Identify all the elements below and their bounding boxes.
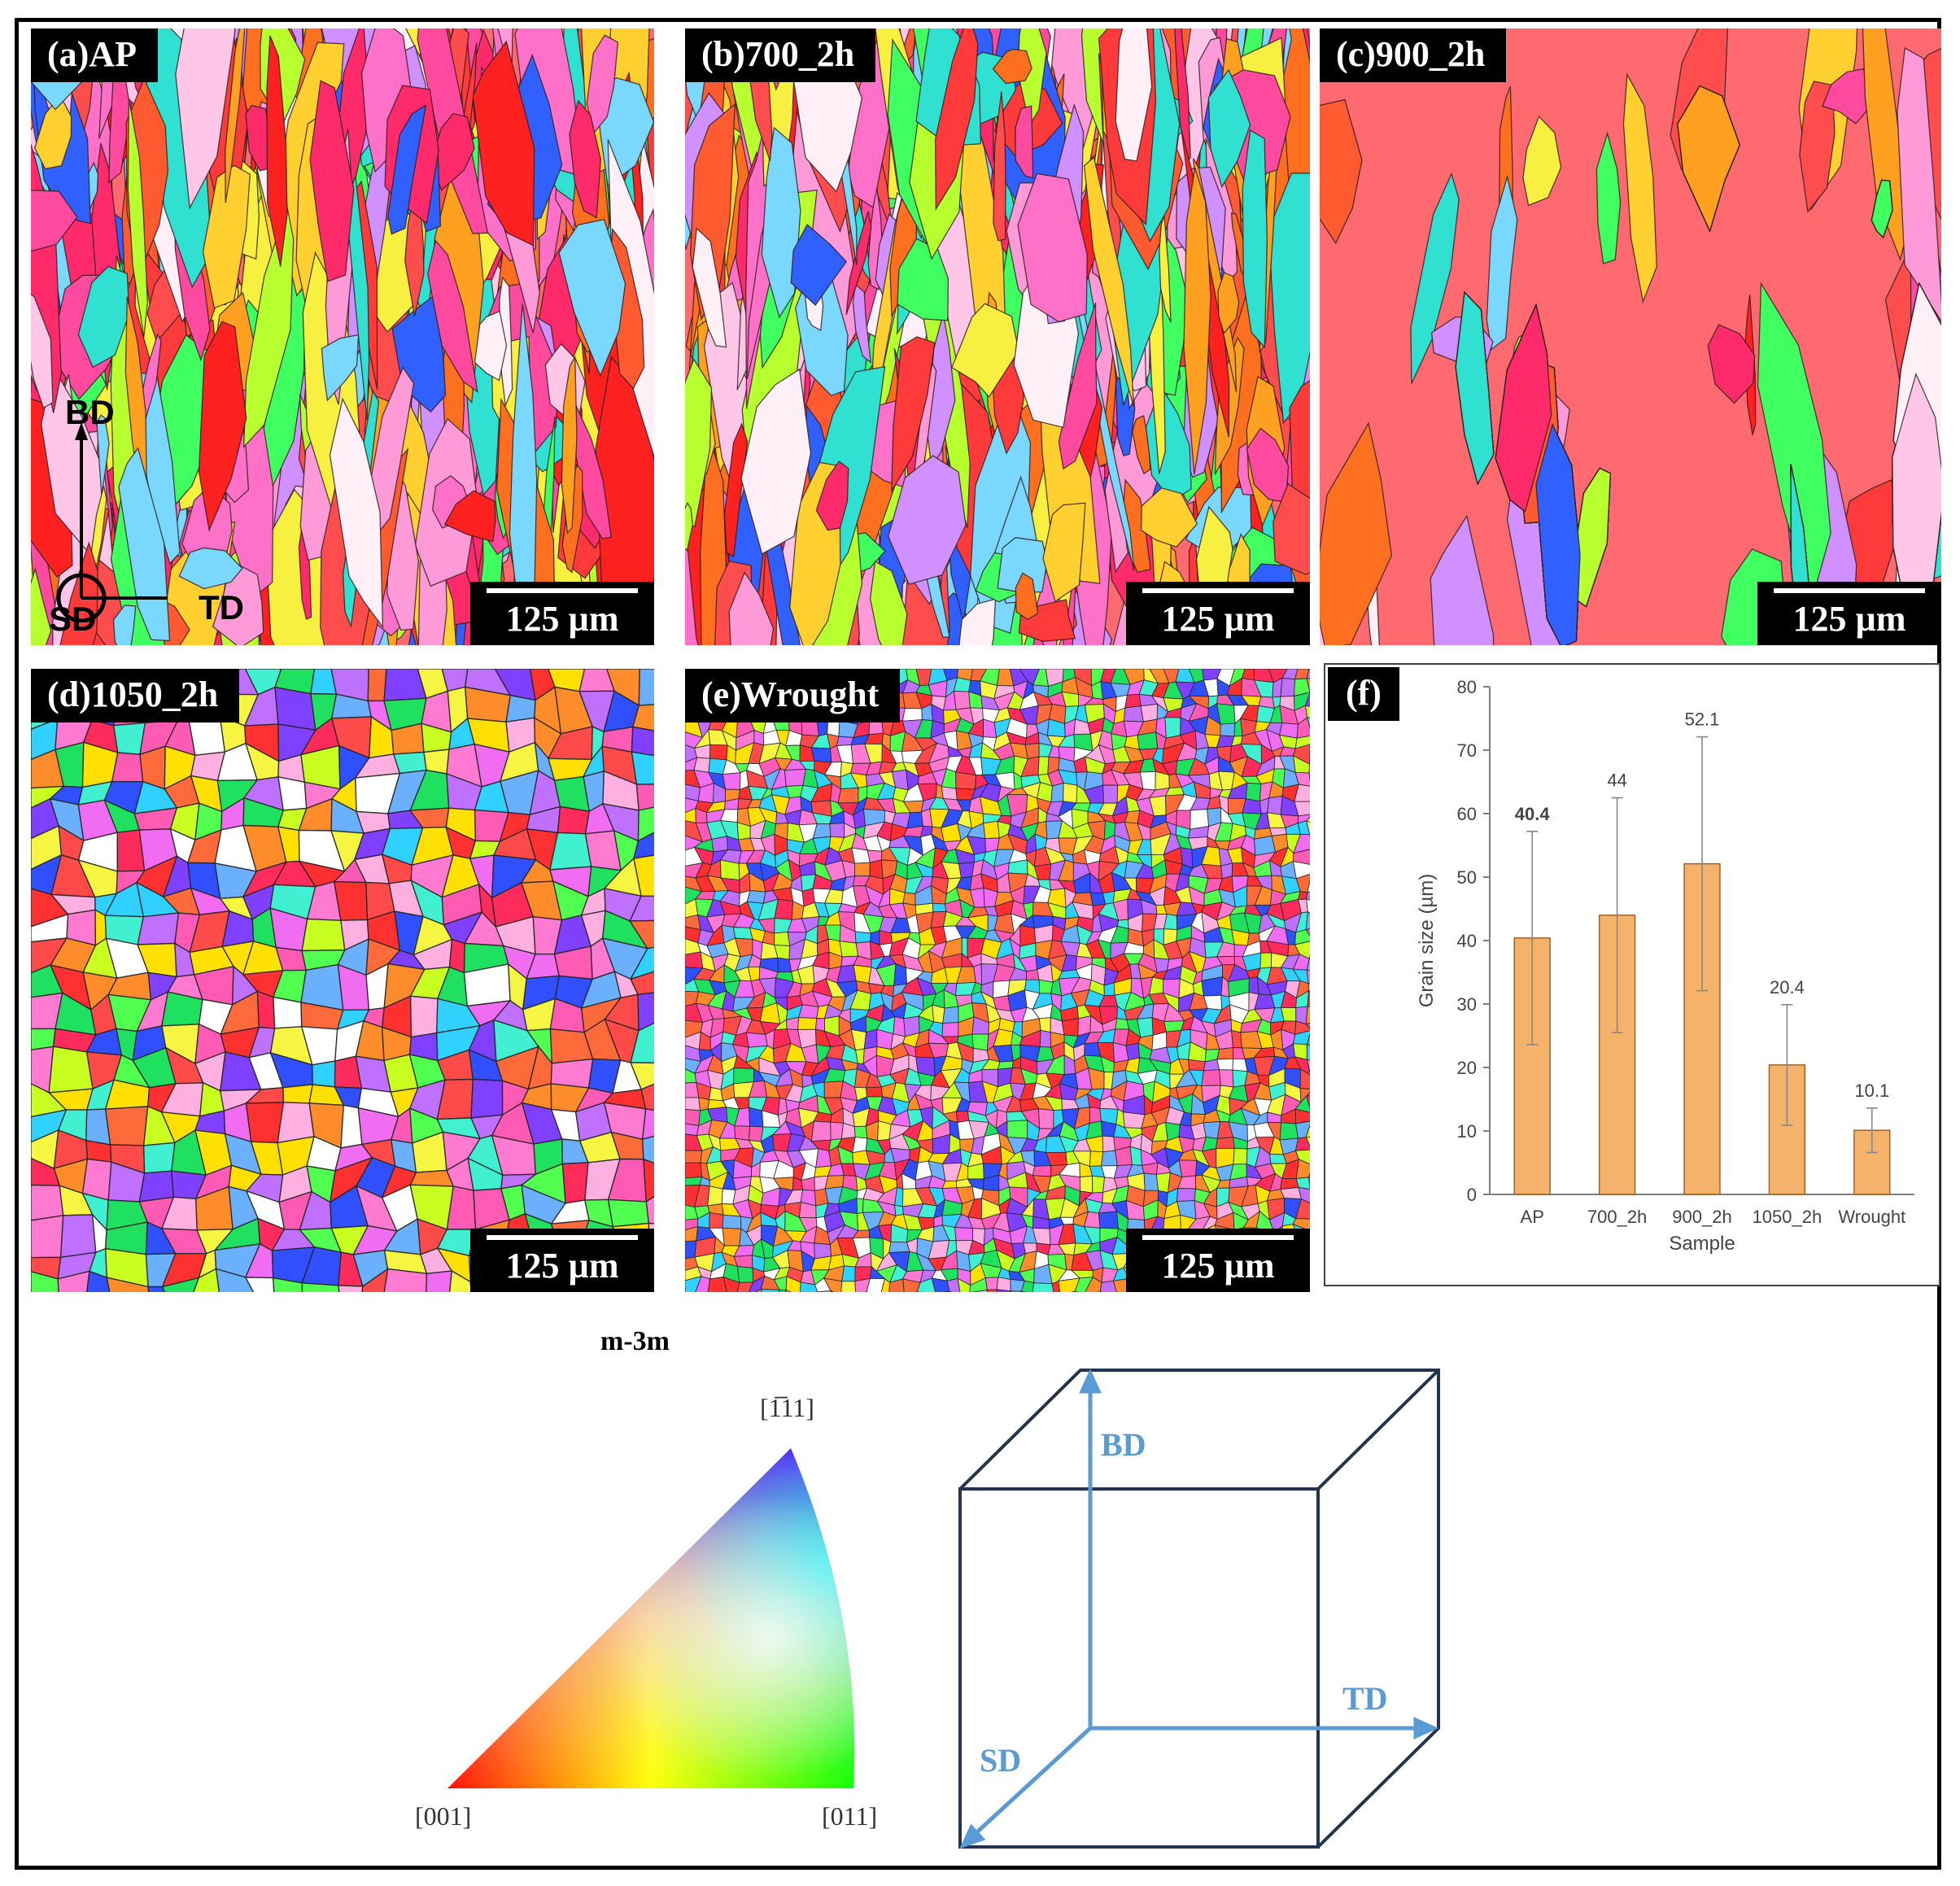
panel-label-b: (b)700_2h xyxy=(685,28,876,82)
grain-map-900-2h xyxy=(1320,28,1941,645)
panel-label-f: (f) xyxy=(1328,667,1399,721)
scale-bar-d: 125 µm xyxy=(470,1229,654,1292)
ebsd-map-1050-2h: (d)1050_2h 125 µm xyxy=(31,669,654,1292)
ipf-label-011: [011] xyxy=(822,1801,878,1831)
x-tick-label: 700_2h xyxy=(1587,1207,1647,1227)
y-tick-label: 40 xyxy=(1457,931,1477,951)
ipf-triangle-icon xyxy=(447,1448,855,1788)
scale-bar-b: 125 µm xyxy=(1126,582,1310,645)
y-tick-label: 20 xyxy=(1457,1058,1477,1078)
bar-chart-svg: 0 10 20 30 40 50 60 70 80 40.4 AP 44 700_2h 52.1 900_2… xyxy=(1416,677,1914,1255)
value-label: 52.1 xyxy=(1685,709,1720,730)
grain-map-700-2h xyxy=(685,28,1310,645)
x-tick-label: 900_2h xyxy=(1672,1207,1731,1227)
scale-bar-e: 125 µm xyxy=(1126,1229,1310,1292)
x-tick-label: Wrought xyxy=(1838,1207,1905,1227)
panel-label-c: (c)900_2h xyxy=(1320,28,1507,82)
ebsd-map-ap: (a)AP 125 µm BD TD SD xyxy=(31,28,654,645)
value-label: 10.1 xyxy=(1854,1081,1889,1101)
axes-icon xyxy=(56,422,168,622)
ipf-title: m-3m xyxy=(600,1326,670,1356)
scale-bar-a: 125 µm xyxy=(470,582,654,645)
ipf-label-111: [1̅11] xyxy=(760,1393,814,1422)
sample-cube-diagram xyxy=(958,1368,1440,1849)
panel-label-e: (e)Wrought xyxy=(685,669,901,723)
x-axis-title: Sample xyxy=(1669,1233,1735,1255)
ebsd-map-700-2h: (b)700_2h 125 µm xyxy=(685,28,1310,645)
y-tick-label: 50 xyxy=(1457,867,1477,888)
panel-label-a: (a)AP xyxy=(31,28,158,82)
bar xyxy=(1768,1064,1806,1195)
y-tick-label: 70 xyxy=(1457,740,1477,761)
ebsd-map-900-2h: (c)900_2h 125 µm xyxy=(1320,28,1941,645)
cube-td-label: TD xyxy=(1342,1680,1388,1717)
value-label: 40.4 xyxy=(1515,804,1551,824)
panel-label-d: (d)1050_2h xyxy=(31,669,240,723)
cube-sd-label: SD xyxy=(980,1742,1022,1779)
cube-bd-label: BD xyxy=(1101,1426,1146,1463)
y-tick-label: 80 xyxy=(1457,677,1477,697)
ebsd-map-wrought: (e)Wrought 125 µm xyxy=(685,669,1310,1292)
y-tick-label: 10 xyxy=(1457,1121,1477,1142)
axis-td-label: TD xyxy=(199,588,244,626)
value-label: 20.4 xyxy=(1770,977,1805,998)
axis-bd-label: BD xyxy=(65,393,115,431)
value-label: 44 xyxy=(1607,771,1626,791)
y-axis-title: Grain size (µm) xyxy=(1416,874,1438,1008)
x-tick-label: AP xyxy=(1521,1207,1544,1227)
grain-size-chart: (f) 0 10 20 30 40 50 60 70 80 40.4 AP 44 700_2h 52.1 9… xyxy=(1324,663,1940,1286)
y-tick-label: 0 xyxy=(1467,1185,1477,1205)
y-tick-label: 60 xyxy=(1457,804,1477,824)
grain-map-wrought xyxy=(685,669,1310,1292)
x-tick-label: 1050_2h xyxy=(1753,1207,1822,1227)
grain-map-ap xyxy=(31,28,654,645)
ipf-label-001: [001] xyxy=(415,1801,472,1831)
grain-map-1050-2h xyxy=(31,669,654,1292)
scale-bar-c: 125 µm xyxy=(1757,582,1941,645)
axis-sd-label: SD xyxy=(49,600,97,638)
y-tick-label: 30 xyxy=(1457,994,1477,1015)
